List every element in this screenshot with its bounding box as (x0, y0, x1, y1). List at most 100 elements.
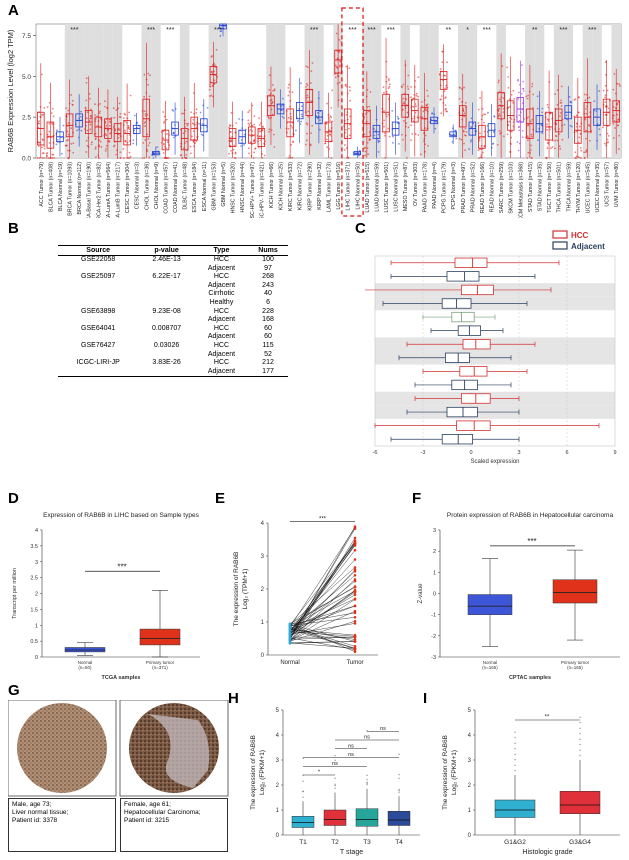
y-tick-label: 3.5 (30, 544, 38, 550)
data-point (213, 79, 216, 82)
data-point (241, 118, 244, 121)
data-point (541, 124, 543, 127)
outlier: + (514, 735, 517, 740)
data-point (462, 129, 465, 132)
data-point (104, 100, 106, 103)
pair-line (289, 624, 356, 642)
data-point (507, 124, 510, 127)
data-point (512, 101, 515, 104)
data-point (518, 114, 521, 117)
data-point (402, 83, 405, 86)
significance-star: ** (446, 27, 452, 34)
pair-line (289, 586, 356, 626)
data-point (470, 125, 473, 128)
grey-band (179, 24, 190, 158)
table-header: Nums (248, 245, 288, 256)
tumor-point (353, 541, 357, 545)
data-point (554, 139, 557, 142)
data-point (163, 122, 165, 124)
x-tick-label: READ Normal (n=10) (490, 162, 496, 212)
sig-label: ns (380, 726, 386, 732)
data-point (258, 117, 260, 119)
data-point (576, 123, 578, 125)
data-point (506, 66, 509, 69)
tumor-point (353, 640, 357, 643)
data-point (319, 119, 321, 122)
data-point (554, 93, 557, 95)
data-point (306, 84, 309, 87)
box (257, 128, 266, 147)
data-point (310, 70, 313, 73)
data-point (114, 129, 117, 132)
pair-line (289, 567, 356, 625)
data-point (405, 156, 408, 159)
outlier: + (366, 782, 369, 787)
y-axis-title-2: Log₂ (FPKM+1) (451, 750, 458, 795)
data-point (100, 146, 103, 148)
normal-point (288, 641, 292, 644)
y-tick-label: 5.0 (22, 74, 31, 81)
table-cell (58, 333, 138, 342)
data-point (569, 124, 572, 127)
pair-line (289, 599, 356, 641)
panel-label-h: H (228, 690, 239, 707)
data-point (614, 127, 616, 129)
data-point (468, 148, 471, 151)
ihc-image-pair (8, 700, 229, 797)
outlier: + (334, 782, 337, 787)
outlier: + (514, 741, 517, 746)
data-point (112, 107, 115, 109)
data-point (72, 142, 75, 145)
tumor-point (353, 638, 357, 641)
data-point (166, 133, 168, 135)
data-point (397, 143, 400, 145)
data-point (43, 107, 46, 109)
data-point (402, 97, 405, 100)
data-point (585, 112, 588, 115)
data-point (338, 81, 341, 84)
legend-label-adjacent: Adjacent (571, 242, 605, 251)
y-tick-label: 3 (35, 560, 38, 566)
pair-line (289, 526, 356, 640)
data-point (148, 156, 151, 159)
table-cell (138, 299, 195, 308)
data-point (89, 97, 91, 100)
data-point (574, 151, 577, 154)
data-point (162, 137, 165, 140)
tumor-point (353, 604, 357, 608)
data-point (612, 123, 615, 125)
data-point (388, 135, 391, 138)
data-point (195, 108, 198, 111)
data-point (345, 65, 348, 68)
data-point (305, 122, 308, 125)
data-point (104, 122, 107, 125)
data-point (253, 151, 255, 154)
y-tick-label: 3 (276, 758, 280, 764)
data-point (364, 154, 367, 157)
x-tick-count: (n=371) (152, 665, 168, 670)
outlier: + (579, 737, 582, 742)
panel-f-boxplot: Protein expression of RAB6B in Hepatocel… (418, 512, 620, 681)
data-point (165, 147, 168, 150)
data-point (423, 140, 425, 143)
data-point (80, 110, 82, 113)
y-tick-label: 4 (261, 521, 265, 527)
data-point (62, 124, 65, 127)
data-point (182, 112, 185, 115)
ihc-caption-tumor: Female, age 61; Hepatocellular Carcinoma… (120, 798, 228, 852)
data-point (47, 157, 50, 159)
data-point (253, 115, 256, 118)
data-point (464, 134, 467, 137)
data-point (377, 133, 380, 136)
data-point (209, 85, 212, 88)
data-point (247, 122, 250, 125)
data-point (41, 157, 44, 159)
data-point (210, 70, 213, 73)
normal-point (288, 636, 292, 640)
tumor-point (353, 619, 357, 623)
data-point (271, 100, 274, 103)
data-point (367, 153, 370, 156)
data-point (498, 130, 501, 132)
data-point (315, 115, 318, 117)
panel-label-f: F (412, 490, 422, 507)
